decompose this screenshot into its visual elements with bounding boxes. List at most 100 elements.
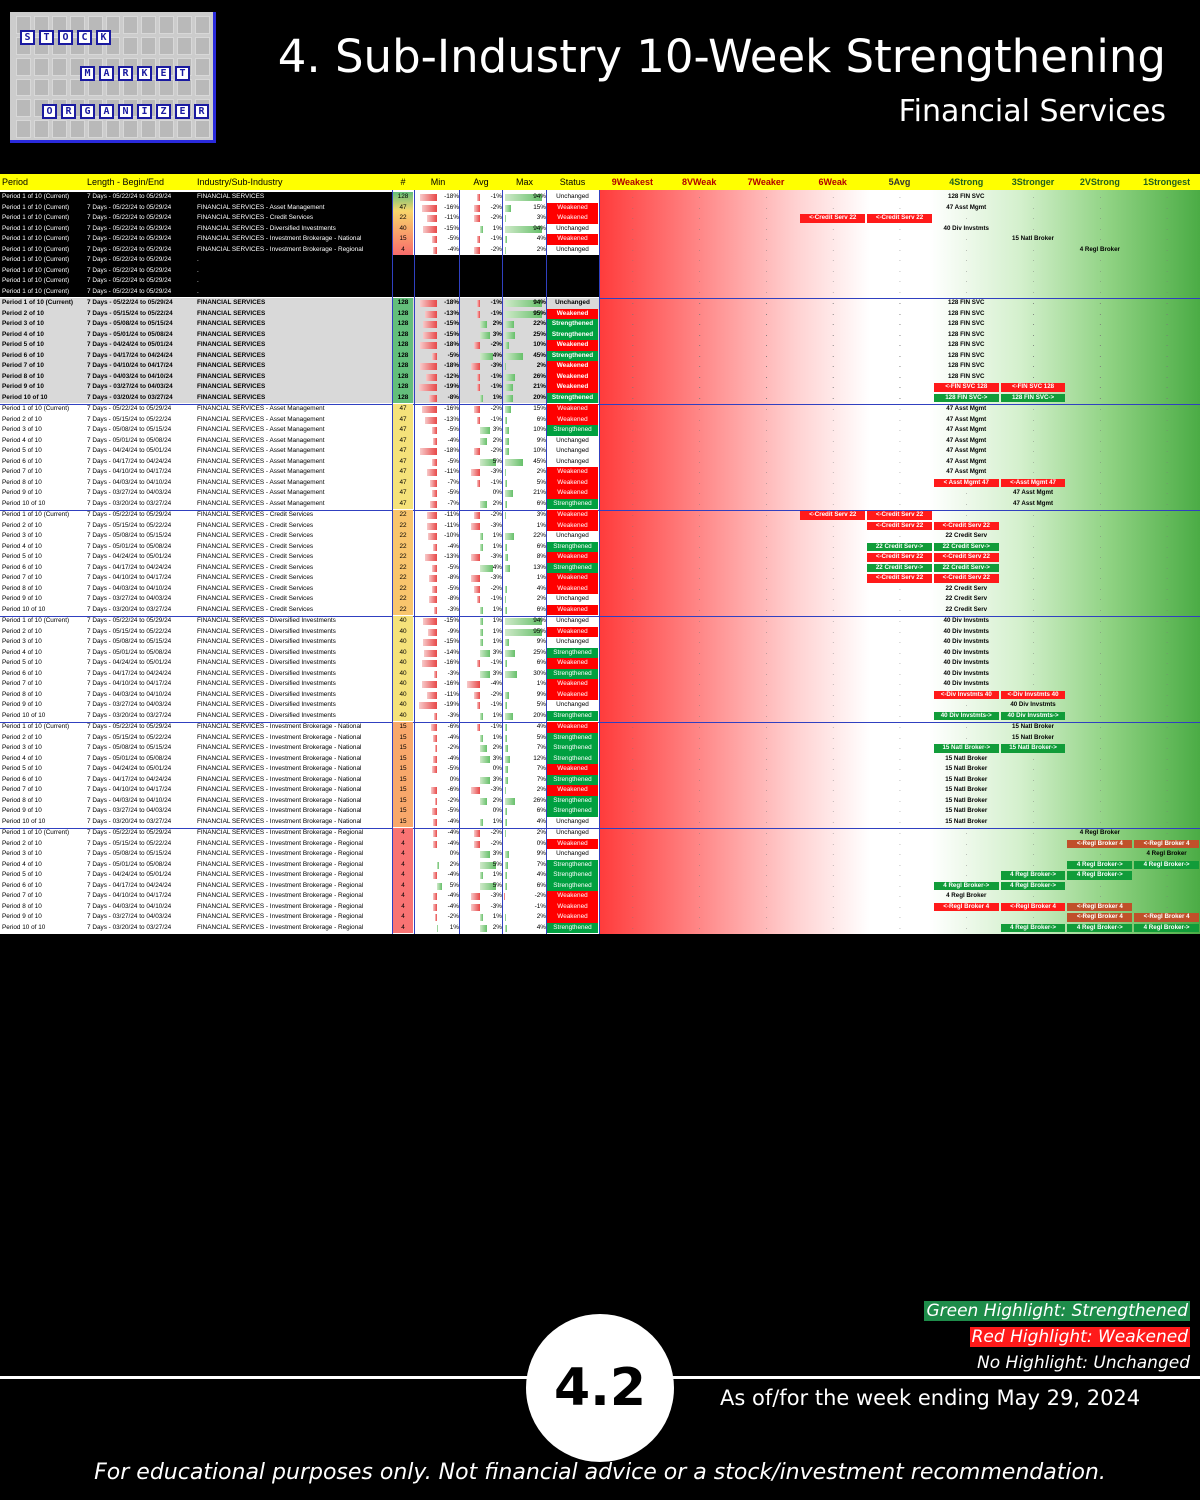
status-cell: Weakened	[547, 340, 598, 351]
industry-cell: FINANCIAL SERVICES - Asset Management	[197, 468, 325, 475]
value-bar	[433, 903, 438, 911]
rank-dot: .	[698, 321, 701, 327]
avg-cell: 2%	[492, 744, 502, 751]
table-row: Period 5 of 10 7 Days - 04/24/24 to 05/01…	[0, 446, 1200, 457]
count-cell: 128	[397, 330, 409, 338]
rank-gradient-background	[599, 190, 1200, 934]
status-cell: Strengthened	[547, 870, 598, 881]
rank-dot: .	[1032, 512, 1035, 518]
period-cell: Period 7 of 10	[2, 468, 42, 475]
rank-dot: .	[899, 702, 901, 708]
period-cell: Period 6 of 10	[2, 775, 42, 783]
period-cell: Period 7 of 10	[2, 362, 44, 369]
rank-dot: .	[765, 543, 768, 550]
rank-dot: .	[1032, 363, 1035, 369]
status-cell: Weakened	[547, 510, 598, 521]
rank-dot: .	[965, 830, 968, 836]
rank-dot: .	[899, 660, 901, 666]
column-header: Max	[515, 177, 533, 187]
value-bar	[505, 310, 543, 318]
rank-dot: .	[899, 194, 901, 200]
logo-tile	[195, 120, 210, 138]
length-cell: 7 Days - 05/08/24 to 05/15/24	[87, 744, 172, 751]
rank-dot: .	[698, 300, 701, 306]
rank-dot: .	[632, 384, 634, 390]
value-bar	[480, 712, 484, 720]
rank-dot: .	[698, 606, 701, 613]
table-row: Period 8 of 10 7 Days - 04/03/24 to 04/10…	[0, 477, 1200, 488]
logo-letter: T	[39, 30, 54, 45]
value-bar	[505, 342, 509, 349]
value-bar	[480, 628, 484, 636]
status-cell: Strengthened	[547, 806, 598, 817]
logo-tile	[87, 120, 103, 138]
rank-dot: .	[965, 914, 968, 920]
rank-dot: .	[1166, 310, 1168, 317]
rank-dot: .	[698, 830, 701, 836]
max-cell: 95%	[533, 627, 546, 635]
logo-tile	[51, 120, 67, 138]
value-bar	[425, 373, 438, 381]
rank-dot: .	[1166, 691, 1168, 698]
rank-dot: .	[832, 924, 835, 931]
length-cell: 7 Days - 04/24/24 to 05/01/24	[87, 659, 172, 666]
value-bar	[419, 448, 438, 455]
rank-dot: .	[765, 830, 768, 836]
rank-dot: .	[832, 416, 835, 423]
count-cell: 4	[401, 881, 405, 889]
industry-cell: FINANCIAL SERVICES	[197, 372, 266, 380]
rank-dot: .	[765, 533, 768, 539]
rank-dot: .	[765, 352, 768, 359]
avg-cell: -3%	[490, 786, 502, 793]
length-cell: 7 Days - 03/27/24 to 04/03/24	[87, 807, 172, 814]
length-cell: 7 Days - 05/08/24 to 05/15/24	[87, 532, 172, 539]
max-cell: 20%	[533, 393, 546, 401]
logo-letter: C	[77, 30, 92, 45]
status-cell: Weakened	[547, 838, 598, 849]
rank-dot: .	[899, 458, 901, 465]
rank-dot: .	[1166, 681, 1168, 687]
rank-dot: .	[1099, 448, 1102, 454]
rank-dot: .	[1099, 628, 1102, 635]
industry-cell: FINANCIAL SERVICES - Credit Services	[197, 574, 314, 581]
table-row: Period 6 of 10 7 Days - 04/17/24 to 04/24…	[0, 350, 1200, 361]
rank-dot: .	[698, 797, 701, 804]
count-cell: 22	[399, 214, 407, 221]
rank-dot: .	[1166, 554, 1168, 560]
rank-dot: .	[765, 416, 768, 423]
value-bar	[429, 596, 438, 603]
rank-dot: .	[698, 416, 701, 423]
table-row: Period 4 of 10 7 Days - 05/01/24 to 05/08…	[0, 436, 1200, 447]
rank-dot: .	[1032, 893, 1035, 899]
min-cell: -4%	[447, 542, 459, 550]
rank-cell: 4 Regl Broker->	[1067, 871, 1133, 880]
period-cell: Period 1 of 10 (Current)	[2, 723, 70, 730]
rank-dot: .	[698, 745, 701, 751]
status-cell: Weakened	[547, 764, 598, 775]
rank-dot: .	[632, 406, 634, 412]
value-bar	[421, 681, 438, 688]
value-bar	[504, 893, 505, 900]
logo-tile	[177, 36, 193, 55]
rank-column-header: 5Avg	[888, 177, 911, 187]
rank-dot: .	[765, 331, 768, 338]
rank-dot: .	[632, 394, 634, 401]
value-bar	[432, 490, 438, 497]
value-bar	[480, 872, 484, 879]
value-bar	[470, 787, 481, 794]
status-cell: Unchanged	[556, 447, 589, 454]
max-cell: 26%	[533, 796, 546, 804]
length-cell: 7 Days - 03/27/24 to 04/03/24	[87, 383, 173, 390]
status-cell: Weakened	[547, 371, 598, 382]
rank-dot: .	[632, 427, 634, 433]
count-cell: 47	[399, 426, 407, 433]
value-bar	[505, 215, 507, 222]
value-bar	[480, 394, 484, 402]
max-cell: 26%	[533, 372, 546, 380]
logo-tile	[195, 78, 210, 97]
avg-cell: 1%	[492, 617, 502, 624]
rank-dot: .	[632, 628, 634, 635]
table-header-row: Period Length - Begin/End Industry/Sub-Ind…	[0, 174, 1200, 190]
rank-dot: .	[698, 479, 701, 486]
rank-dot: .	[765, 691, 768, 698]
